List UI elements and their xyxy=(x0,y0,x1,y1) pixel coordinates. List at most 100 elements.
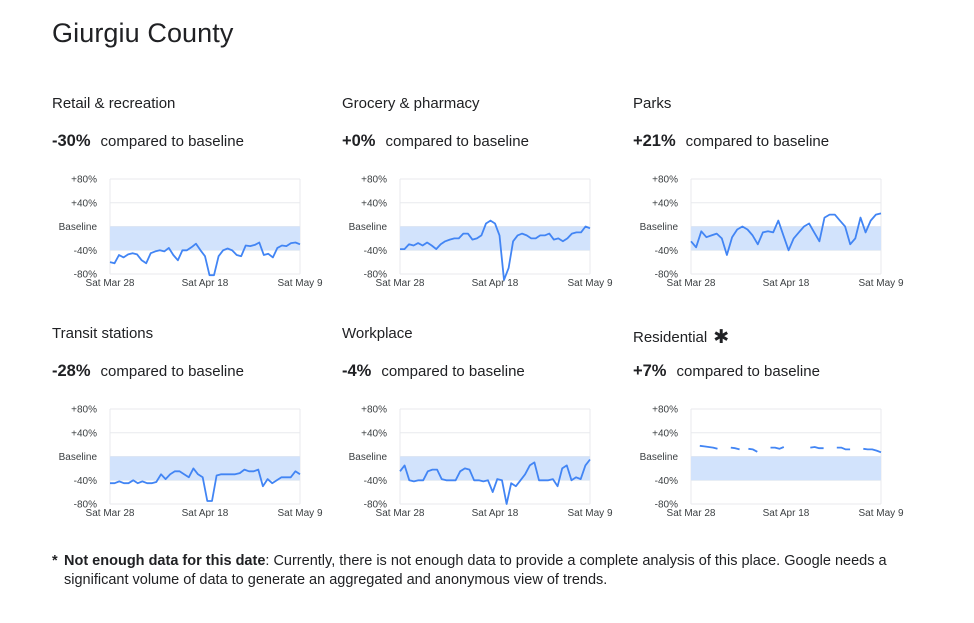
compared-label: compared to baseline xyxy=(385,133,529,150)
change-value: +7% xyxy=(633,362,667,380)
chart-title-text: Parks xyxy=(633,95,672,112)
series-line xyxy=(690,212,882,256)
change-value: +21% xyxy=(633,132,676,150)
y-tick-label: +40% xyxy=(361,428,387,439)
series-line xyxy=(699,444,882,454)
y-tick-label: +40% xyxy=(652,198,678,209)
x-tick-label: Sat Mar 28 xyxy=(376,278,425,289)
y-tick-label: -80% xyxy=(364,270,387,281)
y-tick-label: +80% xyxy=(652,175,678,186)
compared-label: compared to baseline xyxy=(381,363,525,380)
baseline-band xyxy=(691,456,881,481)
compared-label: compared to baseline xyxy=(676,363,820,380)
baseline-band xyxy=(691,226,881,251)
y-tick-label: Baseline xyxy=(59,222,98,233)
change-summary: +21% compared to baseline xyxy=(633,132,829,151)
y-tick-label: -80% xyxy=(364,500,387,511)
y-tick-label: +80% xyxy=(652,405,678,416)
not-enough-data-star-icon: ✱ xyxy=(713,327,730,348)
series-line xyxy=(109,241,301,277)
line-chart: +80% +40% Baseline -40% -80%Sat Mar 28 Sat Ap… xyxy=(640,175,904,290)
footnote: * Not enough data for this date: Current… xyxy=(52,552,912,590)
change-value: -4% xyxy=(342,362,372,380)
baseline-band xyxy=(400,456,590,481)
x-tick-label: Sat Mar 28 xyxy=(86,508,135,519)
chart-title: Workplace xyxy=(342,325,413,342)
x-tick-label: Sat Apr 18 xyxy=(472,278,519,289)
compared-label: compared to baseline xyxy=(100,363,244,380)
y-tick-label: Baseline xyxy=(640,222,679,233)
y-tick-label: Baseline xyxy=(640,452,679,463)
baseline-band xyxy=(110,226,300,251)
chart-title: Parks xyxy=(633,95,671,112)
change-value: +0% xyxy=(342,132,376,150)
chart-title-text: Residential xyxy=(633,329,708,346)
y-tick-label: -40% xyxy=(364,246,387,257)
y-tick-label: +40% xyxy=(71,198,97,209)
chart-title-text: Grocery & pharmacy xyxy=(342,95,480,112)
change-summary: -4% compared to baseline xyxy=(342,362,525,381)
line-chart: +80% +40% Baseline -40% -80%Sat Mar 28 Sat Ap… xyxy=(59,175,323,290)
line-chart: +80% +40% Baseline -40% -80%Sat Mar 28 Sat Ap… xyxy=(640,405,904,520)
series-line xyxy=(400,219,591,281)
line-chart: +80% +40% Baseline -40% -80%Sat Mar 28 Sat Ap… xyxy=(59,405,323,520)
footnote-body: : Currently, there is not enough data to… xyxy=(64,553,887,588)
y-tick-label: +40% xyxy=(71,428,97,439)
x-tick-label: Sat Apr 18 xyxy=(763,508,810,519)
chart-title: Transit stations xyxy=(52,325,153,342)
x-tick-label: Sat May 9 xyxy=(567,278,612,289)
chart-panel: Parks +21% compared to baseline +80% +40% Bas… xyxy=(633,95,923,310)
line-chart: +80% +40% Baseline -40% -80%Sat Mar 28 Sat Ap… xyxy=(349,175,613,290)
x-tick-label: Sat Mar 28 xyxy=(667,508,716,519)
chart-panel: Transit stations -28% compared to baseline… xyxy=(52,325,342,540)
x-tick-label: Sat Apr 18 xyxy=(182,278,229,289)
x-tick-label: Sat May 9 xyxy=(277,508,322,519)
x-tick-label: Sat May 9 xyxy=(858,508,903,519)
footnote-marker: * xyxy=(52,553,58,569)
y-tick-label: -40% xyxy=(364,476,387,487)
footnote-text: Not enough data for this date: Currently… xyxy=(64,552,912,590)
x-tick-label: Sat Mar 28 xyxy=(86,278,135,289)
change-value: -30% xyxy=(52,132,91,150)
y-tick-label: -80% xyxy=(655,500,678,511)
x-tick-label: Sat Apr 18 xyxy=(472,508,519,519)
y-tick-label: -40% xyxy=(74,476,97,487)
change-summary: -28% compared to baseline xyxy=(52,362,244,381)
compared-label: compared to baseline xyxy=(100,133,244,150)
x-tick-label: Sat Apr 18 xyxy=(182,508,229,519)
change-summary: +7% compared to baseline xyxy=(633,362,820,381)
y-tick-label: +40% xyxy=(361,198,387,209)
baseline-band xyxy=(400,226,590,251)
y-tick-label: -80% xyxy=(74,500,97,511)
chart-panel: Retail & recreation -30% compared to basel… xyxy=(52,95,342,310)
change-value: -28% xyxy=(52,362,91,380)
y-tick-label: +80% xyxy=(361,405,387,416)
y-tick-label: +80% xyxy=(71,405,97,416)
baseline-band xyxy=(110,456,300,481)
footnote-bold: Not enough data for this date xyxy=(64,553,266,569)
y-tick-label: -80% xyxy=(74,270,97,281)
y-tick-label: Baseline xyxy=(349,222,388,233)
x-tick-label: Sat Apr 18 xyxy=(763,278,810,289)
y-tick-label: Baseline xyxy=(349,452,388,463)
series-line xyxy=(110,467,301,502)
chart-title-text: Retail & recreation xyxy=(52,95,176,112)
y-tick-label: -40% xyxy=(655,246,678,257)
compared-label: compared to baseline xyxy=(685,133,830,150)
chart-panel: Workplace -4% compared to baseline +80% +40%… xyxy=(342,325,632,540)
y-tick-label: +80% xyxy=(71,175,97,186)
chart-title: Residential ✱ xyxy=(633,325,729,348)
y-tick-label: -40% xyxy=(74,246,97,257)
y-tick-label: -80% xyxy=(655,270,678,281)
x-tick-label: Sat Mar 28 xyxy=(376,508,425,519)
y-tick-label: +40% xyxy=(652,428,678,439)
x-tick-label: Sat May 9 xyxy=(277,278,322,289)
chart-title: Retail & recreation xyxy=(52,95,175,112)
chart-title-text: Workplace xyxy=(342,325,413,342)
series-line xyxy=(399,458,591,505)
y-tick-label: Baseline xyxy=(59,452,98,463)
chart-title: Grocery & pharmacy xyxy=(342,95,480,112)
y-tick-label: +80% xyxy=(361,175,387,186)
y-tick-label: -40% xyxy=(655,476,678,487)
chart-panel: Grocery & pharmacy +0% compared to baselin… xyxy=(342,95,632,310)
